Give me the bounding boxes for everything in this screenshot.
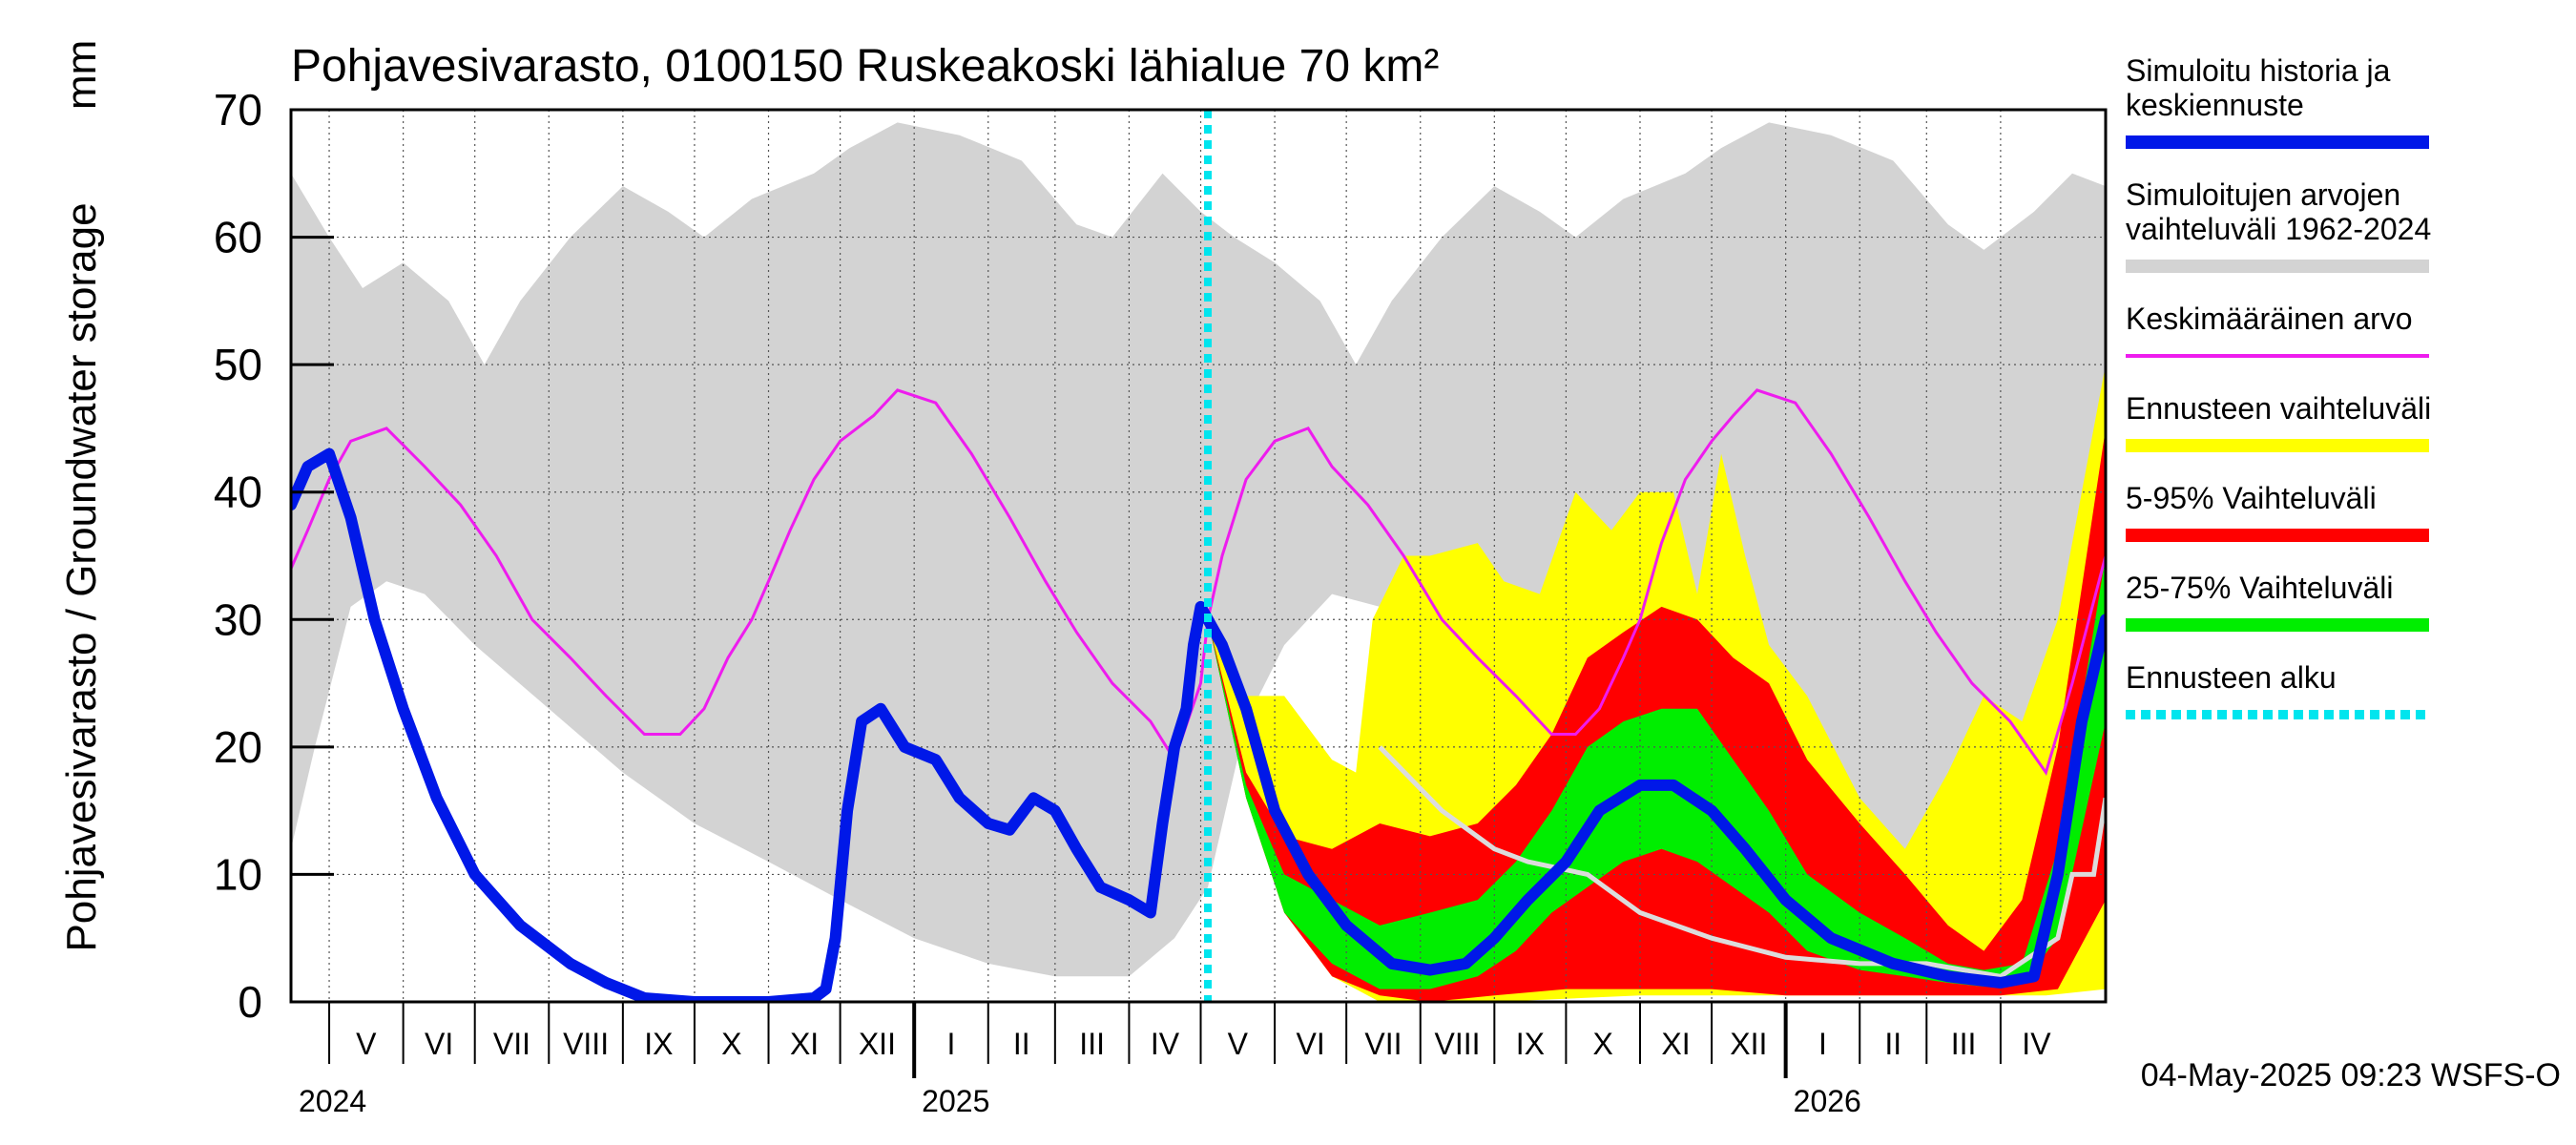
y-axis-unit: mm [58, 40, 105, 110]
month-label: IX [644, 1027, 673, 1061]
month-label: I [1818, 1027, 1827, 1061]
y-tick-label: 70 [214, 85, 262, 135]
month-label: I [947, 1027, 956, 1061]
month-label: IV [1151, 1027, 1180, 1061]
y-axis-label: Pohjavesivarasto / Groundwater storage [58, 202, 105, 951]
month-label: X [1593, 1027, 1613, 1061]
legend-label: 25-75% Vaihteluväli [2126, 571, 2393, 605]
month-label: III [1951, 1027, 1977, 1061]
y-tick-label: 30 [214, 594, 262, 644]
month-label: VIII [563, 1027, 609, 1061]
timestamp: 04-May-2025 09:23 WSFS-O [2141, 1057, 2561, 1093]
legend-label: Ennusteen vaihteluväli [2126, 391, 2431, 426]
month-label: V [1228, 1027, 1249, 1061]
month-label: III [1079, 1027, 1105, 1061]
month-label: XII [1730, 1027, 1767, 1061]
month-label: VII [1364, 1027, 1402, 1061]
month-label: V [356, 1027, 377, 1061]
month-label: II [1013, 1027, 1030, 1061]
legend-label: Simuloitujen arvojen [2126, 177, 2400, 212]
forecast-median-line [1378, 745, 2106, 979]
month-label: II [1884, 1027, 1901, 1061]
legend-label: Simuloitu historia ja [2126, 53, 2391, 88]
year-label: 2025 [922, 1084, 989, 1118]
plot-content [291, 110, 2106, 1002]
month-label: X [721, 1027, 741, 1061]
month-label: VI [425, 1027, 453, 1061]
y-tick-label: 0 [238, 977, 262, 1027]
y-tick-label: 20 [214, 722, 262, 772]
month-label: IV [2022, 1027, 2051, 1061]
legend-label: 5-95% Vaihteluväli [2126, 481, 2377, 515]
plot-frame [289, 108, 2108, 1004]
y-tick-label: 40 [214, 468, 262, 517]
month-label: IX [1516, 1027, 1545, 1061]
y-tick-label: 50 [214, 340, 262, 389]
month-label: XII [859, 1027, 896, 1061]
simulated-line [291, 448, 2106, 1002]
year-label: 2024 [299, 1084, 366, 1118]
y-tick-label: 10 [214, 849, 262, 899]
legend-label: vaihteluväli 1962-2024 [2126, 212, 2431, 246]
month-label: VIII [1435, 1027, 1481, 1061]
legend-label: Keskimääräinen arvo [2126, 302, 2413, 336]
plot-area [291, 110, 2106, 1002]
month-label: XI [1661, 1027, 1690, 1061]
p25-75-band [1208, 555, 2106, 989]
legend-label: keskiennuste [2126, 88, 2304, 122]
month-label: VII [493, 1027, 530, 1061]
chart-title: Pohjavesivarasto, 0100150 Ruskeakoski lä… [291, 41, 1439, 92]
month-label: VI [1297, 1027, 1325, 1061]
month-label: XI [790, 1027, 819, 1061]
legend-label: Ennusteen alku [2126, 660, 2337, 695]
year-label: 2026 [1794, 1084, 1861, 1118]
y-tick-label: 60 [214, 213, 262, 262]
